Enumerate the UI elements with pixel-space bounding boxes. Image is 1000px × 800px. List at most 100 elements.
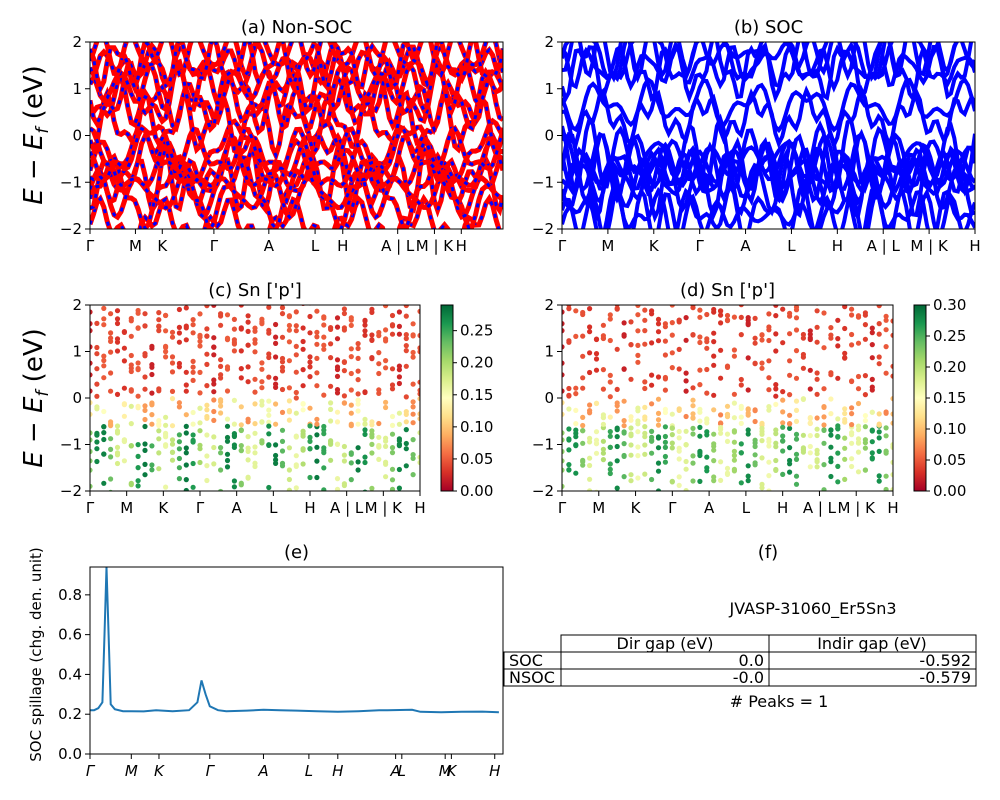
band-point <box>787 421 793 427</box>
band-line-dashed <box>90 126 503 171</box>
panel-c-ytick-label: 2 <box>72 296 82 314</box>
band-point <box>218 372 224 378</box>
band-point <box>814 324 820 330</box>
band-point <box>307 364 313 370</box>
band-point <box>376 390 382 396</box>
band-point <box>396 436 402 442</box>
band-point <box>266 330 272 336</box>
colorbar-c-tick-label: 0.10 <box>460 418 493 436</box>
band-point <box>890 459 893 465</box>
panel-b-xtick-label: A <box>740 237 751 255</box>
band-point <box>197 311 203 317</box>
band-point <box>266 412 272 418</box>
band-point <box>245 319 251 325</box>
band-point <box>759 485 765 491</box>
band-point <box>731 314 738 320</box>
band-point <box>807 464 813 470</box>
band-point <box>396 331 402 337</box>
colorbar-d-tick-label: 0.25 <box>933 327 966 345</box>
band-point <box>94 344 100 351</box>
band-point <box>573 493 578 498</box>
band-point <box>197 390 203 396</box>
band-point <box>163 312 169 318</box>
band-point <box>593 441 600 447</box>
band-point <box>780 340 786 346</box>
band-point <box>142 386 148 392</box>
band-point <box>711 353 717 359</box>
band-point <box>183 382 189 388</box>
panel-d-ytick-label: −2 <box>532 482 554 500</box>
band-point <box>176 324 182 330</box>
band-point <box>676 445 682 451</box>
band-point <box>724 312 731 319</box>
band-point <box>410 381 416 387</box>
band-point <box>642 451 648 457</box>
band-point <box>683 378 689 384</box>
band-point <box>101 363 107 369</box>
band-point <box>890 332 893 338</box>
band-point <box>300 446 306 452</box>
band-point <box>566 338 572 344</box>
panel-f-title: (f) <box>758 542 778 563</box>
band-point <box>376 350 382 356</box>
band-point <box>814 447 820 453</box>
panel-b-ytick-label: 1 <box>544 80 554 98</box>
band-point <box>149 462 155 468</box>
band-point <box>403 305 409 309</box>
band-point <box>562 437 565 443</box>
band-point <box>752 460 758 466</box>
band-point <box>403 394 409 400</box>
band-point <box>90 328 93 334</box>
band-point <box>355 445 361 451</box>
colorbar-d-tick-label: 0.10 <box>933 420 966 438</box>
band-point <box>704 468 710 474</box>
band-point <box>156 428 162 434</box>
band-point <box>163 443 169 449</box>
band-point <box>369 428 375 434</box>
band-point <box>780 288 785 293</box>
panel-a-axes: −2 −1 0 1 2 <box>60 33 90 238</box>
band-point <box>835 343 841 349</box>
band-point <box>348 315 354 321</box>
band-point <box>314 474 320 481</box>
band-point <box>697 478 703 484</box>
band-point <box>662 433 669 440</box>
band-point <box>635 453 641 459</box>
band-point <box>580 428 586 434</box>
band-point <box>300 367 306 373</box>
colorbar-d-tick-label: 0.00 <box>933 482 966 500</box>
band-point <box>876 473 882 479</box>
band-point <box>218 322 224 328</box>
band-point <box>90 372 93 378</box>
band-point <box>300 428 306 434</box>
band-point <box>787 291 792 296</box>
band-point <box>669 425 675 431</box>
band-point <box>183 450 189 456</box>
band-point <box>821 296 826 301</box>
band-point <box>142 441 148 447</box>
band-point <box>587 439 593 445</box>
band-point <box>711 392 717 398</box>
band-point <box>883 425 889 431</box>
band-point <box>197 299 202 304</box>
band-point <box>238 422 244 428</box>
band-point <box>121 329 127 335</box>
band-point <box>190 432 196 438</box>
band-point <box>621 430 627 436</box>
panel-e-ylabel: SOC spillage (chg. den. unit) <box>27 547 45 762</box>
band-point <box>821 310 827 316</box>
band-point <box>204 463 210 469</box>
band-point <box>614 458 620 464</box>
panel-a-xtick-label: A | L <box>381 237 415 255</box>
band-point <box>190 364 196 370</box>
band-point <box>101 430 107 436</box>
band-point <box>149 390 155 396</box>
band-point <box>787 392 793 398</box>
band-point <box>890 318 893 324</box>
band-point <box>628 417 634 423</box>
panel-e-ytick-label: 0.4 <box>58 665 82 683</box>
band-line-dashed <box>90 56 503 115</box>
band-point <box>642 328 648 334</box>
band-point <box>704 339 710 345</box>
band-point <box>662 444 669 450</box>
